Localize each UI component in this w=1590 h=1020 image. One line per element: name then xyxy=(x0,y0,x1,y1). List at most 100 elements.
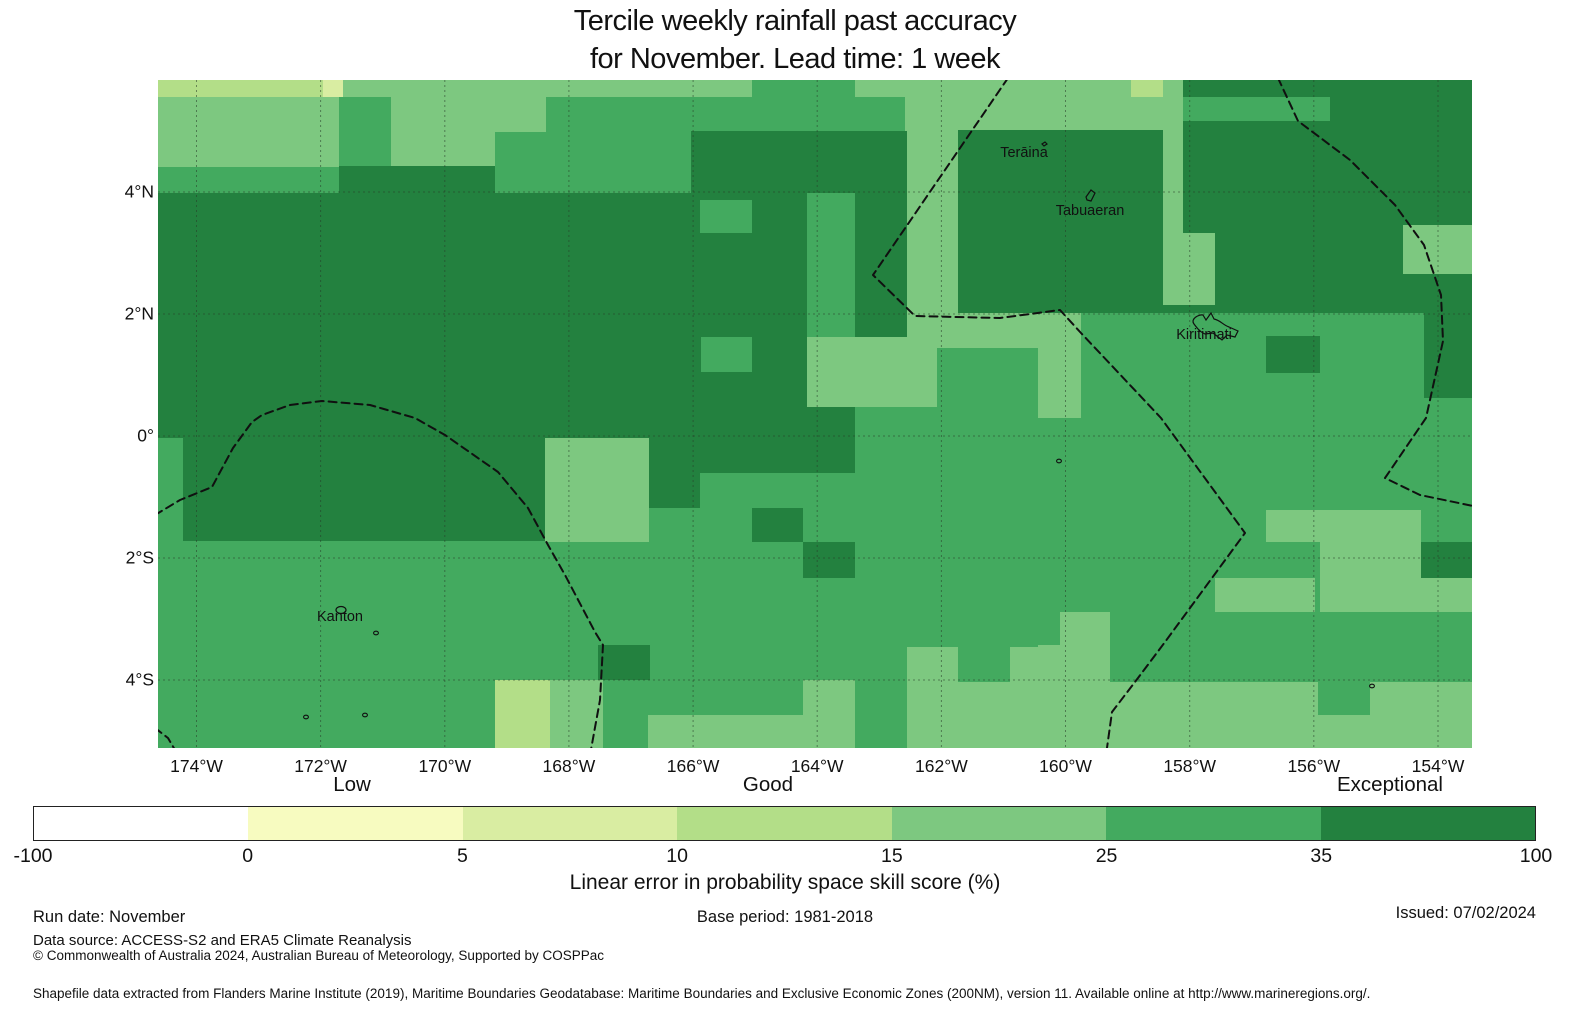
raster-cell xyxy=(691,97,855,131)
raster-cell xyxy=(339,166,495,193)
raster-cell xyxy=(752,80,855,97)
longitude-tick-label: 168°W xyxy=(542,756,596,776)
raster-cell xyxy=(803,542,855,578)
raster-cell xyxy=(1183,80,1472,97)
raster-cell xyxy=(649,438,700,508)
raster-cell xyxy=(1038,318,1081,418)
raster-cell xyxy=(1061,97,1163,130)
base-period-text: Base period: 1981-2018 xyxy=(696,908,874,926)
raster-cell xyxy=(752,508,803,542)
raster-cell xyxy=(1183,233,1215,305)
raster-cell xyxy=(339,97,391,167)
colorbar-tick-label: 5 xyxy=(456,845,468,867)
latitude-tick-label: 4°S xyxy=(125,669,154,690)
raster-cell xyxy=(855,131,907,337)
raster-cell xyxy=(905,97,958,337)
longitude-tick-label: 172°W xyxy=(294,756,347,776)
raster-cell xyxy=(1421,542,1472,578)
raster-cell xyxy=(495,132,546,167)
raster-cell xyxy=(545,438,649,542)
raster-cell xyxy=(700,473,807,508)
latitude-tick-label: 2°S xyxy=(125,547,154,568)
raster-cell xyxy=(1266,336,1320,373)
raster-cell xyxy=(183,193,545,541)
colorbar-tick-label: 15 xyxy=(880,845,903,867)
map-plot-area: Terāina Tabuaeran Kiritimati Kanton xyxy=(158,80,1472,748)
raster-cell xyxy=(1010,647,1060,682)
colorbar-segment xyxy=(1320,807,1535,840)
title-line-1: Tercile weekly rainfall past accuracy xyxy=(573,5,1017,37)
raster-cell xyxy=(1163,80,1183,305)
colorbar-segment xyxy=(1106,807,1321,840)
colorbar-caption: Linear error in probability space skill … xyxy=(569,871,1001,894)
island-label: Kanton xyxy=(317,609,363,625)
raster-cell xyxy=(1318,682,1370,715)
longitude-tick-label: 158°W xyxy=(1163,756,1217,776)
colorbar-segment xyxy=(462,807,678,840)
raster-cell xyxy=(1060,612,1110,682)
island-label: Tabuaeran xyxy=(1055,203,1125,219)
raster-cell xyxy=(598,80,752,97)
longitude-tick-label: 156°W xyxy=(1287,756,1341,776)
latitude-tick-label: 4°N xyxy=(124,181,154,202)
raster-cell xyxy=(691,193,807,473)
raster-cell xyxy=(701,337,752,372)
raster-cell xyxy=(550,680,603,748)
skill-band-label: Exceptional xyxy=(1337,773,1443,796)
raster-cell xyxy=(648,715,855,748)
colorbar-tick-label: -100 xyxy=(13,845,53,867)
run-date-text: Run date: November xyxy=(33,908,186,926)
colorbar xyxy=(33,806,1536,841)
copyright-text: © Commonwealth of Australia 2024, Austra… xyxy=(33,948,605,963)
colorbar-segment xyxy=(248,807,463,840)
colorbar-segment xyxy=(677,807,892,840)
longitude-tick-label: 162°W xyxy=(915,756,968,776)
raster-cell xyxy=(907,647,958,682)
colorbar-tick-label: 0 xyxy=(242,845,254,867)
longitude-tick-label: 170°W xyxy=(418,756,472,776)
colorbar-tick-label: 35 xyxy=(1310,845,1333,867)
raster-cell xyxy=(391,97,495,167)
raster-cell xyxy=(958,130,1183,313)
raster-cell xyxy=(323,80,343,97)
colorbar-segment xyxy=(891,807,1107,840)
raster-cell xyxy=(807,407,855,473)
skill-band-label: Low xyxy=(333,773,371,796)
skill-band-label: Good xyxy=(742,773,794,796)
islet-speck-icon xyxy=(1056,458,1062,464)
longitude-tick-label: 154°W xyxy=(1411,756,1465,776)
raster-cell xyxy=(1183,121,1424,313)
raster-cell xyxy=(1266,510,1421,542)
raster-cell xyxy=(598,645,650,680)
title-line-2: for November. Lead time: 1 week xyxy=(589,43,1001,75)
raster-cell xyxy=(907,682,1055,748)
longitude-tick-label: 174°W xyxy=(170,756,223,776)
raster-cell xyxy=(158,80,323,97)
raster-cell xyxy=(495,97,546,132)
islet-speck-icon xyxy=(362,712,368,718)
latitude-tick-label: 2°N xyxy=(124,303,154,324)
longitude-tick-label: 166°W xyxy=(666,756,720,776)
latitude-tick-label: 0° xyxy=(137,425,154,446)
raster-cell xyxy=(158,97,339,167)
shapefile-attribution-text: Shapefile data extracted from Flanders M… xyxy=(33,986,1371,1001)
colorbar-tick-label: 25 xyxy=(1095,845,1118,867)
raster-cell xyxy=(1421,578,1472,612)
page-title: Tercile weekly rainfall past accuracy fo… xyxy=(0,2,1590,78)
colorbar-segment xyxy=(34,807,249,840)
raster-cell xyxy=(495,680,550,748)
island-label: Kiritimati xyxy=(1176,327,1232,343)
longitude-tick-label: 160°W xyxy=(1039,756,1092,776)
islet-speck-icon xyxy=(373,630,379,636)
raster-cell xyxy=(546,97,691,193)
island-label: Terāina xyxy=(1000,145,1048,161)
issued-date-text: Issued: 07/02/2024 xyxy=(1395,904,1536,922)
raster-cell xyxy=(1215,578,1315,612)
raster-cell xyxy=(343,80,598,97)
raster-cell xyxy=(1038,682,1472,748)
longitude-tick-label: 164°W xyxy=(790,756,844,776)
data-source-text: Data source: ACCESS-S2 and ERA5 Climate … xyxy=(33,932,412,949)
raster-cell xyxy=(1403,225,1472,274)
raster-cell xyxy=(803,680,855,715)
colorbar-tick-label: 10 xyxy=(666,845,688,867)
